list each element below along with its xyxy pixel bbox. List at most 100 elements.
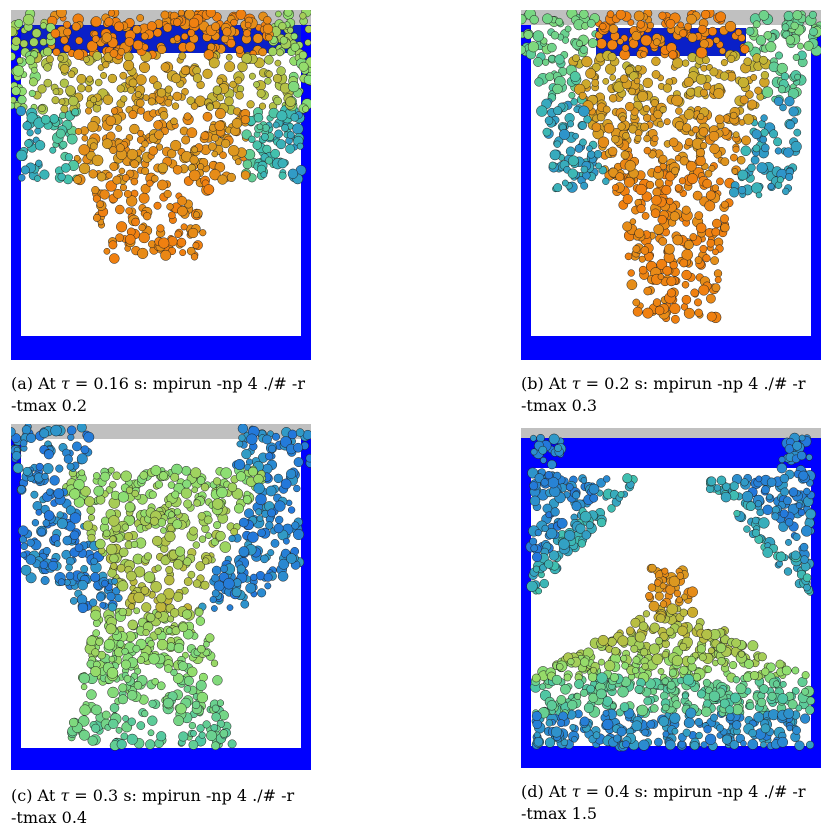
particle [160, 555, 171, 566]
particle [253, 482, 265, 494]
particle [45, 55, 54, 64]
particle [117, 48, 126, 56]
particle [196, 476, 206, 485]
particle [602, 177, 610, 185]
particle [616, 38, 624, 45]
particle [141, 140, 149, 148]
particle [203, 184, 215, 195]
particle [34, 175, 41, 182]
particle [107, 602, 117, 612]
particle [100, 72, 108, 79]
particle [597, 136, 610, 148]
particle [304, 25, 311, 34]
particle [587, 672, 598, 682]
particle [86, 505, 96, 515]
particle [68, 717, 79, 728]
particle [132, 24, 142, 35]
particle [157, 179, 168, 191]
particle [704, 169, 713, 178]
particle [591, 79, 600, 87]
particle [548, 433, 560, 445]
particle [560, 738, 569, 747]
particle [803, 487, 811, 496]
particle [540, 456, 547, 464]
particle [800, 713, 811, 724]
particle [615, 10, 626, 20]
particle [256, 89, 266, 98]
particle [612, 184, 619, 192]
particle [120, 732, 129, 741]
particle [679, 665, 689, 675]
particle [669, 712, 681, 724]
particle [124, 532, 133, 541]
particle [591, 62, 601, 72]
particle [11, 451, 22, 461]
particle [771, 512, 780, 521]
particle [118, 547, 129, 558]
particle [655, 637, 663, 645]
caption-label-b: (b) [521, 374, 544, 393]
particle [78, 672, 90, 684]
particle [703, 699, 712, 708]
particle [11, 36, 21, 46]
particle [189, 155, 199, 165]
particle [748, 728, 757, 738]
particle [156, 681, 166, 691]
particle [56, 10, 67, 18]
particle [154, 564, 162, 572]
particle [163, 189, 172, 198]
particle [28, 77, 38, 87]
particle [740, 145, 752, 157]
particle [286, 468, 297, 479]
particle [530, 434, 537, 442]
particle [682, 728, 691, 737]
particle [703, 82, 712, 91]
particle [234, 459, 246, 471]
particle [115, 204, 125, 215]
particle [737, 650, 745, 658]
particle [265, 485, 277, 497]
particle [757, 120, 766, 129]
particle [556, 663, 564, 671]
particle [751, 516, 760, 525]
particle [109, 253, 120, 264]
particle [102, 138, 113, 149]
particle [293, 528, 305, 541]
particle [534, 77, 544, 87]
particle [135, 74, 147, 86]
particle [180, 223, 188, 231]
particle [46, 488, 54, 496]
particle [682, 673, 695, 686]
particle [235, 10, 247, 20]
particle [677, 625, 688, 636]
particle [648, 600, 660, 612]
particle [76, 73, 87, 84]
particle [737, 185, 747, 195]
particle [689, 233, 698, 241]
particle [120, 95, 128, 103]
particle [237, 424, 249, 434]
particle [253, 112, 264, 123]
particle [695, 148, 706, 158]
particle [674, 184, 683, 192]
caption-c: (c) At τ = 0.3 s: mpirun -np 4 ./# -r -t… [11, 785, 311, 829]
particle [533, 737, 544, 747]
particle [654, 591, 664, 601]
particle [666, 680, 676, 690]
particle [532, 719, 542, 729]
particle [717, 657, 726, 666]
particle [173, 715, 184, 727]
particle [190, 467, 202, 479]
caption-line2-a: -tmax 0.2 [11, 396, 88, 415]
particle [34, 140, 46, 151]
particle [87, 735, 98, 746]
particle [95, 495, 106, 505]
particle [572, 132, 579, 140]
particle [631, 720, 643, 732]
particle [102, 94, 114, 105]
particle [634, 134, 642, 142]
particle [741, 135, 751, 146]
particle [775, 551, 786, 562]
particle [702, 178, 712, 189]
particle [675, 107, 683, 115]
